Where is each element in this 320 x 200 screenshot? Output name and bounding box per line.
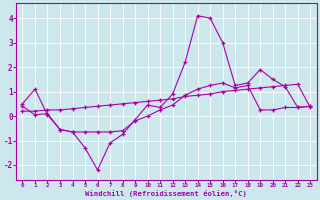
X-axis label: Windchill (Refroidissement éolien,°C): Windchill (Refroidissement éolien,°C) [85, 190, 247, 197]
